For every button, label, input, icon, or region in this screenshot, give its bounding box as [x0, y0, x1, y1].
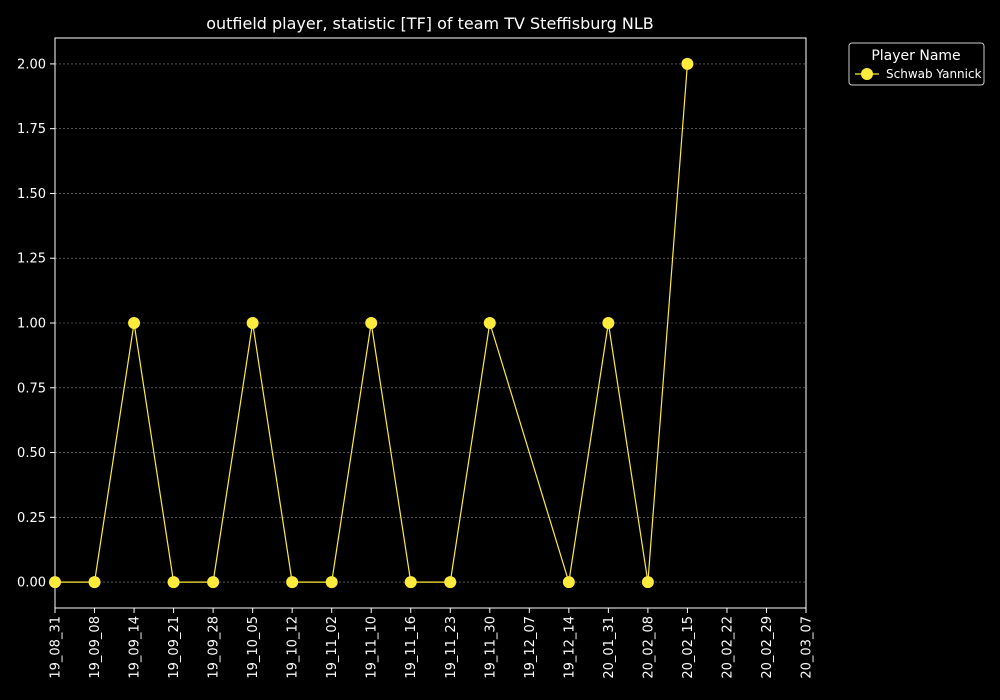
x-tick-label: 19_09_14 — [128, 616, 143, 679]
x-tick-label: 20_02_22 — [720, 616, 735, 679]
y-tick-label: 1.75 — [17, 122, 46, 137]
y-tick-label: 1.25 — [17, 252, 46, 267]
data-point — [681, 57, 694, 70]
data-point — [286, 576, 299, 589]
data-point — [246, 317, 259, 329]
legend-entry-label: Schwab Yannick — [886, 67, 982, 81]
data-point — [365, 317, 378, 329]
x-tick-label: 19_12_07 — [523, 616, 538, 679]
legend-marker-swatch — [861, 68, 873, 80]
y-tick-label: 0.50 — [17, 446, 46, 461]
plot-frame — [54, 37, 807, 609]
data-point — [562, 576, 575, 589]
data-point — [641, 576, 654, 589]
series-layer — [49, 57, 694, 589]
y-tick-label: 0.00 — [17, 576, 46, 591]
x-axis-ticks: 19_08_31 19_09_08 19_09_14 19_09_21 19_09_28… — [49, 608, 815, 679]
x-tick-label: 20_02_08 — [641, 616, 656, 679]
data-point — [207, 576, 220, 589]
y-tick-label: 0.25 — [17, 511, 46, 526]
data-point — [88, 576, 101, 589]
data-point — [602, 317, 615, 329]
data-point — [404, 576, 417, 589]
y-tick-label: 2.00 — [17, 57, 46, 72]
x-tick-label: 19_11_10 — [365, 616, 380, 679]
data-point — [444, 576, 457, 589]
data-point — [325, 576, 338, 589]
x-tick-label: 19_11_30 — [483, 616, 498, 679]
x-tick-label: 19_09_28 — [207, 616, 222, 679]
data-point — [49, 576, 61, 589]
x-tick-label: 19_09_21 — [167, 616, 182, 679]
y-tick-label: 1.00 — [17, 317, 46, 332]
x-tick-label: 19_11_16 — [404, 616, 419, 679]
x-tick-label: 20_01_31 — [602, 616, 617, 679]
x-tick-label: 19_12_14 — [562, 616, 577, 679]
x-tick-label: 19_11_02 — [325, 616, 340, 679]
y-tick-label: 0.75 — [17, 381, 46, 396]
x-tick-label: 20_03_07 — [800, 616, 815, 679]
x-tick-label: 19_10_05 — [246, 616, 261, 679]
y-tick-label: 1.50 — [17, 187, 46, 202]
legend-title: Player Name — [871, 48, 960, 64]
x-tick-label: 19_08_31 — [49, 616, 64, 679]
x-tick-label: 19_10_12 — [286, 616, 301, 679]
x-tick-label: 20_02_29 — [760, 616, 775, 679]
legend: Player Name Schwab Yannick — [848, 42, 985, 86]
x-tick-label: 19_11_23 — [444, 616, 459, 679]
x-tick-label: 19_09_08 — [88, 616, 103, 679]
series-line — [55, 63, 689, 583]
y-axis-ticks: 0.00 0.25 0.50 0.75 1.00 1.25 1.50 1.75 2.00 — [17, 57, 55, 591]
x-tick-label: 20_02_15 — [681, 616, 696, 679]
grid-lines — [55, 63, 806, 583]
legend-box — [848, 42, 985, 86]
data-point — [167, 576, 180, 589]
data-point — [128, 317, 141, 329]
data-point — [483, 317, 496, 329]
chart-title: outfield player, statistic [TF] of team … — [206, 14, 654, 33]
